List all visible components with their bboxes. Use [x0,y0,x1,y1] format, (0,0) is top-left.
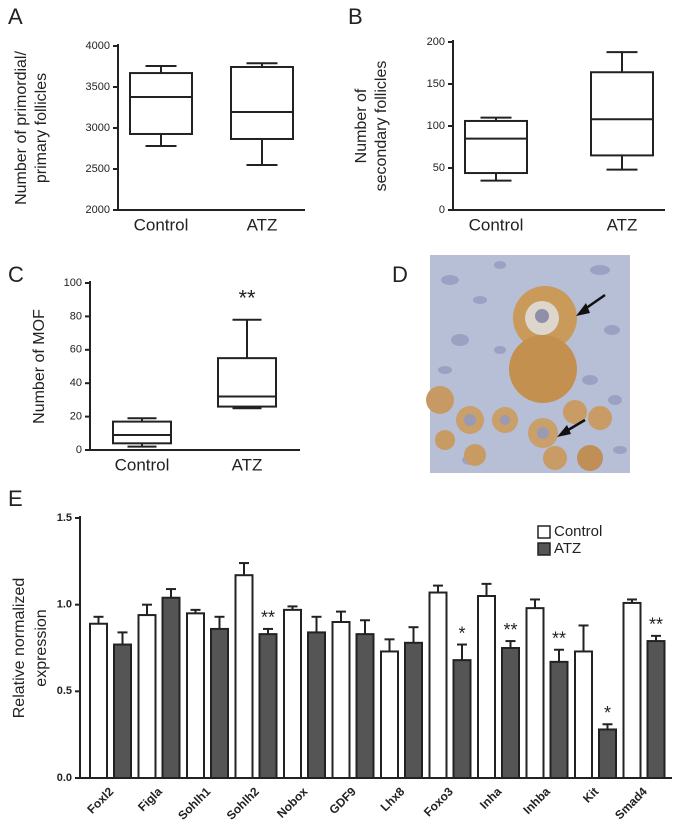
bar [258,633,278,780]
x-tick-label: Lhx8 [378,784,408,814]
bar [355,633,375,780]
y-tick-label: 2000 [86,204,110,216]
y-tick-label: 1.5 [57,512,72,524]
y-tick-label: 3000 [86,122,110,134]
panel-letter: B [348,4,363,29]
x-tick-label: Nobox [274,784,311,821]
x-tick-label: Inhba [520,784,553,817]
y-axis-label: Number of primordial/ [13,51,30,205]
y-axis-label: Relative normalized [11,578,28,719]
legend-label: Control [554,523,602,540]
box [230,65,294,140]
y-tick-label: 100 [64,277,82,289]
bar [598,728,617,780]
bar [307,631,326,780]
axes [452,40,665,211]
panel-letter: D [392,262,408,287]
bar [89,622,108,779]
panel-letter: E [8,486,23,511]
bar [404,641,423,779]
significance: ** [649,615,663,635]
x-tick-label: Sohlh1 [175,784,213,822]
x-tick-label: ATZ [232,455,263,474]
significance: ** [552,628,566,648]
x-tick-label: Kit [580,784,601,805]
x-tick-label: GDF9 [326,784,359,817]
box [464,119,528,175]
y-axis-label: Number of MOF [31,309,48,424]
panel-letter: A [8,4,23,29]
box [112,420,172,445]
bar [234,574,254,780]
axes [89,281,300,451]
significance: ** [261,608,275,628]
bar [137,614,157,779]
y-tick-label: 2500 [86,163,110,175]
x-tick-label: Inha [477,784,505,812]
y-tick-label: 40 [70,377,82,389]
bar [452,659,472,780]
y-tick-label: 3500 [86,81,110,93]
y-tick-label: 0.5 [57,685,72,697]
legend-swatch [537,525,551,539]
y-axis-label: Number of [353,88,370,163]
y-tick-label: 60 [70,344,82,356]
box [129,72,193,135]
y-tick-label: 20 [70,411,82,423]
y-tick-label: 80 [70,310,82,322]
legend-label: ATZ [554,540,581,557]
x-tick-label: Foxo3 [421,784,456,819]
x-tick-label: Control [469,215,524,234]
panel-letter: C [8,262,24,287]
bar [161,596,181,779]
bar [501,647,520,779]
axes [79,516,672,779]
bar [525,607,545,780]
x-tick-label: Foxl2 [84,784,116,816]
y-axis-label: secondary follicles [373,61,390,192]
box [217,357,277,408]
bar [622,601,642,780]
axes [117,44,305,211]
x-tick-label: ATZ [247,215,278,234]
y-tick-label: 50 [433,162,445,174]
bar [428,591,448,779]
bar [549,660,569,779]
bar [646,640,666,779]
significance: ** [503,620,517,640]
y-tick-label: 0 [439,204,445,216]
bar [477,595,496,779]
bar [331,621,351,779]
bar [113,643,132,779]
x-tick-label: Control [115,455,170,474]
x-tick-label: Sohlh2 [224,784,262,822]
y-tick-label: 150 [427,78,445,90]
box [590,71,654,157]
x-tick-label: ATZ [607,215,638,234]
bar [574,650,593,780]
y-tick-label: 0.0 [57,772,72,784]
y-tick-label: 200 [427,36,445,48]
bar [380,650,399,780]
significance: ** [238,286,256,311]
x-tick-label: Smad4 [612,784,650,822]
bar [186,612,205,779]
significance: * [604,703,611,723]
y-axis-label: primary follicles [33,73,50,183]
micrograph [426,255,630,473]
y-tick-label: 1.0 [57,599,72,611]
y-tick-label: 100 [427,120,445,132]
bar [283,608,302,779]
y-tick-label: 4000 [86,40,110,52]
y-axis-label: expression [33,609,50,686]
x-tick-label: Figla [135,784,165,814]
bar [210,627,229,780]
legend-swatch [537,542,551,556]
y-tick-label: 0 [76,444,82,456]
x-tick-label: Control [134,215,189,234]
significance: * [458,623,465,643]
